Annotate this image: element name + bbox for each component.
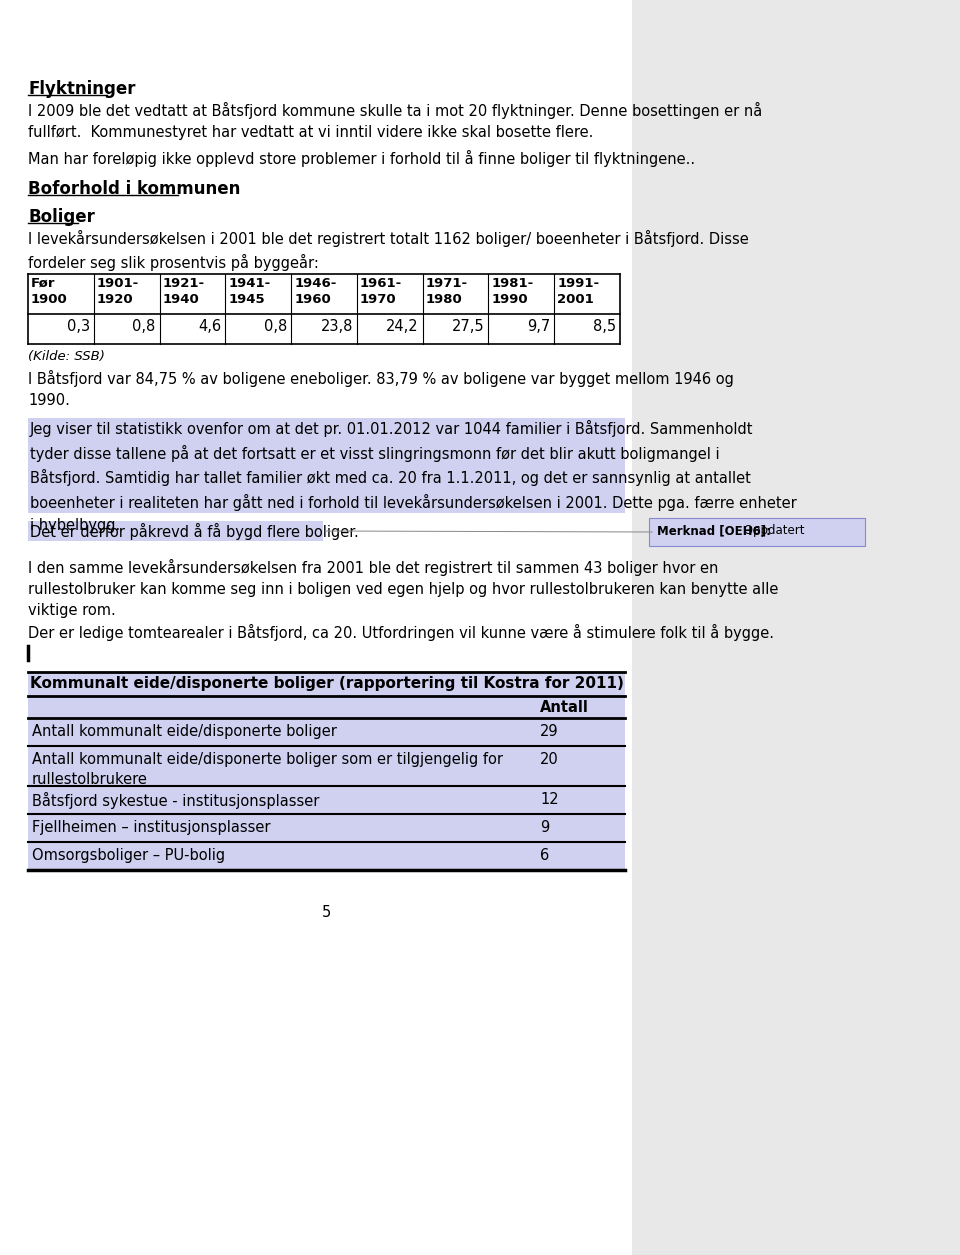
Text: Jeg viser til statistikk ovenfor om at det pr. 01.01.2012 var 1044 familier i Bå: Jeg viser til statistikk ovenfor om at d… <box>30 420 797 533</box>
FancyBboxPatch shape <box>28 786 625 814</box>
Text: Før
1900: Før 1900 <box>31 277 68 306</box>
FancyBboxPatch shape <box>632 0 960 1255</box>
Text: 1961-
1970: 1961- 1970 <box>360 277 402 306</box>
FancyBboxPatch shape <box>28 671 625 697</box>
FancyBboxPatch shape <box>28 718 625 745</box>
Text: 9: 9 <box>540 820 549 835</box>
Text: 27,5: 27,5 <box>452 319 485 334</box>
Text: 0,8: 0,8 <box>132 319 156 334</box>
Text: Antall kommunalt eide/disponerte boliger: Antall kommunalt eide/disponerte boliger <box>32 724 337 739</box>
FancyBboxPatch shape <box>649 518 865 546</box>
Text: Antall: Antall <box>540 700 588 715</box>
Text: Båtsfjord sykestue - institusjonsplasser: Båtsfjord sykestue - institusjonsplasser <box>32 792 320 809</box>
Text: 12: 12 <box>540 792 559 807</box>
FancyBboxPatch shape <box>0 0 632 1255</box>
Text: Der er ledige tomtearealer i Båtsfjord, ca 20. Utfordringen vil kunne være å sti: Der er ledige tomtearealer i Båtsfjord, … <box>28 624 774 641</box>
FancyBboxPatch shape <box>28 418 625 513</box>
Text: Omsorgsboliger – PU-bolig: Omsorgsboliger – PU-bolig <box>32 848 226 863</box>
Text: 6: 6 <box>540 848 549 863</box>
Text: Fjellheimen – institusjonsplasser: Fjellheimen – institusjonsplasser <box>32 820 271 835</box>
Text: Oppdatert: Oppdatert <box>739 525 804 537</box>
Text: I levekårsundersøkelsen i 2001 ble det registrert totalt 1162 boliger/ boeenhete: I levekårsundersøkelsen i 2001 ble det r… <box>28 230 749 271</box>
FancyBboxPatch shape <box>28 274 620 344</box>
Text: 29: 29 <box>540 724 559 739</box>
Text: 8,5: 8,5 <box>593 319 616 334</box>
Text: 9,7: 9,7 <box>527 319 550 334</box>
FancyBboxPatch shape <box>28 697 625 718</box>
Text: 1901-
1920: 1901- 1920 <box>97 277 139 306</box>
Text: 24,2: 24,2 <box>386 319 419 334</box>
Text: (Kilde: SSB): (Kilde: SSB) <box>28 350 105 363</box>
Text: Boliger: Boliger <box>28 208 95 226</box>
Text: I 2009 ble det vedtatt at Båtsfjord kommune skulle ta i mot 20 flyktninger. Denn: I 2009 ble det vedtatt at Båtsfjord komm… <box>28 102 762 141</box>
Text: 1941-
1945: 1941- 1945 <box>228 277 271 306</box>
FancyBboxPatch shape <box>28 745 625 786</box>
Text: 23,8: 23,8 <box>321 319 353 334</box>
FancyBboxPatch shape <box>28 521 324 541</box>
FancyBboxPatch shape <box>28 842 625 870</box>
Text: 1981-
1990: 1981- 1990 <box>492 277 534 306</box>
Text: 1921-
1940: 1921- 1940 <box>162 277 204 306</box>
Text: 1991-
2001: 1991- 2001 <box>557 277 599 306</box>
Text: 0,8: 0,8 <box>264 319 287 334</box>
Text: Antall kommunalt eide/disponerte boliger som er tilgjengelig for
rullestolbruker: Antall kommunalt eide/disponerte boliger… <box>32 752 503 787</box>
Text: Man har foreløpig ikke opplevd store problemer i forhold til å finne boliger til: Man har foreløpig ikke opplevd store pro… <box>28 151 695 167</box>
Text: 20: 20 <box>540 752 559 767</box>
Text: Flyktninger: Flyktninger <box>28 80 135 98</box>
Text: Det er derfor påkrevd å få bygd flere boliger.: Det er derfor påkrevd å få bygd flere bo… <box>30 523 359 540</box>
Text: Kommunalt eide/disponerte boliger (rapportering til Kostra for 2011): Kommunalt eide/disponerte boliger (rappo… <box>30 676 624 692</box>
Text: 1946-
1960: 1946- 1960 <box>294 277 337 306</box>
Text: Boforhold i kommunen: Boforhold i kommunen <box>28 179 240 198</box>
Text: I den samme levekårsundersøkelsen fra 2001 ble det registrert til sammen 43 boli: I den samme levekårsundersøkelsen fra 20… <box>28 558 779 617</box>
Text: 1971-
1980: 1971- 1980 <box>425 277 468 306</box>
Text: 0,3: 0,3 <box>66 319 90 334</box>
Text: 5: 5 <box>322 905 331 920</box>
Text: I Båtsfjord var 84,75 % av boligene eneboliger. 83,79 % av boligene var bygget m: I Båtsfjord var 84,75 % av boligene eneb… <box>28 370 733 408</box>
Text: Merknad [OEH6]:: Merknad [OEH6]: <box>657 525 771 537</box>
Text: 4,6: 4,6 <box>198 319 222 334</box>
FancyBboxPatch shape <box>28 814 625 842</box>
